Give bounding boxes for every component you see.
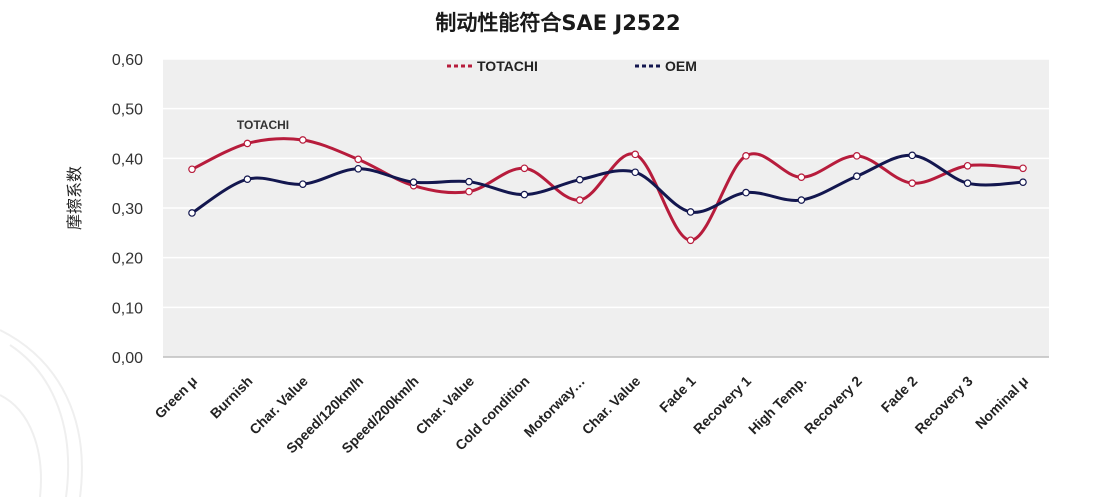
data-point-totachi (465, 187, 473, 196)
data-point-totachi (575, 196, 584, 204)
data-point-oem (354, 164, 363, 173)
data-point-oem (465, 177, 473, 186)
data-point-totachi (686, 236, 695, 245)
data-point-totachi (852, 152, 861, 160)
series-line-totachi (190, 137, 1025, 242)
data-point-totachi (520, 164, 529, 173)
data-point-oem (852, 172, 861, 181)
y-tick-label: 0,40 (112, 151, 143, 168)
data-point-oem (409, 178, 418, 186)
data-point-totachi (797, 173, 806, 182)
data-point-totachi (742, 152, 750, 160)
data-point-oem (575, 175, 584, 184)
grid (163, 58, 1049, 309)
annotation-totachi: TOTACHI (237, 118, 289, 132)
data-point-totachi (908, 179, 917, 187)
chart-title: 制动性能符合SAE J2522 (435, 11, 680, 35)
data-point-totachi (298, 136, 307, 144)
series-layer (188, 136, 1027, 245)
data-point-oem (908, 151, 917, 160)
data-point-oem (188, 209, 196, 217)
y-axis-label: 摩擦系数 (65, 166, 84, 230)
data-point-oem (797, 196, 806, 204)
y-axis-ticks: 0,00 0,10 0,20 0,30 0,40 0,50 0,60 (112, 52, 143, 367)
y-tick-label: 0,50 (112, 102, 143, 119)
y-tick-label: 0,20 (112, 251, 143, 268)
y-tick-label: 0,00 (112, 350, 143, 367)
data-point-oem (963, 179, 972, 187)
watermark-arch (0, 329, 83, 497)
data-point-totachi (243, 139, 252, 148)
series-line-oem (190, 153, 1025, 215)
data-point-oem (742, 188, 750, 197)
legend-label-oem: OEM (665, 58, 697, 74)
data-point-oem (298, 180, 307, 188)
data-point-totachi (354, 155, 363, 164)
y-tick-label: 0,30 (112, 201, 143, 218)
y-tick-label: 0,60 (112, 52, 143, 69)
legend: TOTACHI OEM (447, 58, 697, 74)
data-point-oem (243, 175, 252, 183)
y-tick-label: 0,10 (112, 300, 143, 317)
data-point-totachi (963, 161, 972, 170)
data-point-oem (1019, 178, 1027, 186)
data-point-oem (686, 208, 695, 216)
data-point-totachi (631, 150, 640, 159)
legend-item-totachi: TOTACHI (447, 58, 538, 74)
legend-label-totachi: TOTACHI (477, 58, 538, 74)
data-point-oem (631, 168, 640, 177)
legend-item-oem: OEM (635, 58, 697, 74)
data-point-totachi (1019, 164, 1027, 173)
data-point-oem (520, 190, 529, 199)
data-point-totachi (188, 165, 196, 174)
